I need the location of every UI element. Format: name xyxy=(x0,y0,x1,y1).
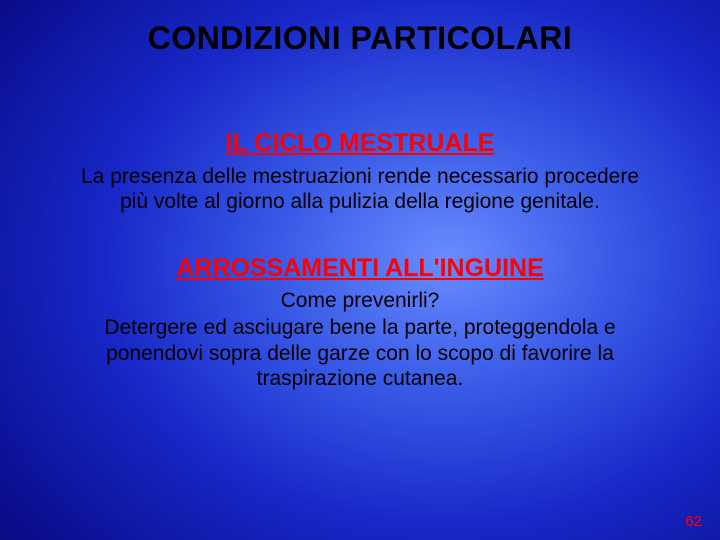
section-heading-1: IL CICLO MESTRUALE xyxy=(40,129,680,158)
section-subquestion: Come prevenirli? xyxy=(40,289,680,313)
section-body-2: Detergere ed asciugare bene la parte, pr… xyxy=(60,315,660,391)
slide-container: CONDIZIONI PARTICOLARI IL CICLO MESTRUAL… xyxy=(0,0,720,540)
section-body-1: La presenza delle mestruazioni rende nec… xyxy=(80,164,640,214)
section-heading-2: ARROSSAMENTI ALL'INGUINE xyxy=(40,254,680,283)
page-number: 62 xyxy=(685,513,702,530)
slide-title: CONDIZIONI PARTICOLARI xyxy=(40,20,680,57)
